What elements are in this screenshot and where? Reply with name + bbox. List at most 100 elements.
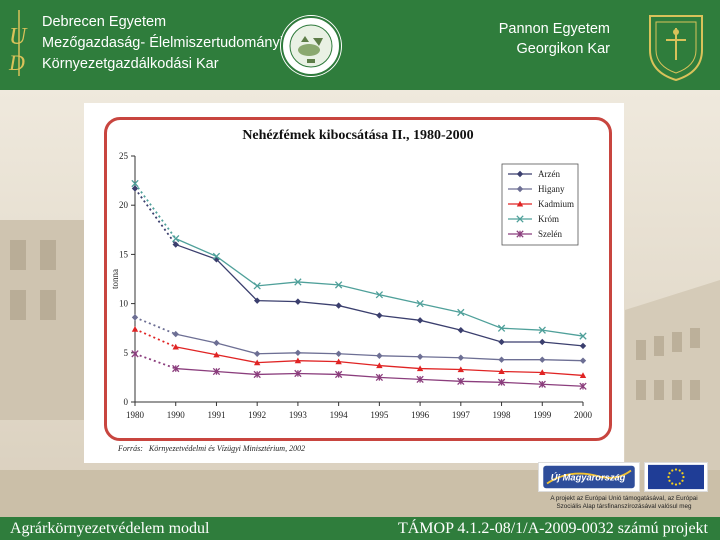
header-right-line-1: Pannon Egyetem xyxy=(498,21,610,37)
data-point xyxy=(131,185,139,192)
chart-panel: Nehézfémek kibocsátása II., 1980-2000 0 5… xyxy=(84,103,624,463)
x-tick-label: 1991 xyxy=(207,410,225,420)
data-point xyxy=(131,179,139,188)
data-point xyxy=(416,365,424,372)
x-tick-label: 1995 xyxy=(370,410,389,420)
series-line-dotted xyxy=(134,316,177,335)
data-point xyxy=(516,215,524,223)
eu-star xyxy=(681,472,684,475)
y-tick-label: 20 xyxy=(119,200,129,210)
data-point xyxy=(457,366,465,373)
legend-label: Szelén xyxy=(538,229,562,239)
source-text: Környezetvédelmi és Vízügyi Minisztérium… xyxy=(148,444,306,453)
data-point xyxy=(539,369,546,376)
data-point xyxy=(457,354,465,361)
series-line xyxy=(175,238,584,337)
footer-bar: Agrárkörnyezetvédelem modul TÁMOP 4.1.2-… xyxy=(0,517,720,540)
series-line-dotted xyxy=(134,328,177,348)
x-tick-label: 1993 xyxy=(289,410,308,420)
eu-star xyxy=(667,475,670,479)
data-point xyxy=(253,282,261,290)
data-point xyxy=(213,339,220,347)
x-tick-label: 2000 xyxy=(574,410,593,420)
y-tick-label: 5 xyxy=(124,348,129,358)
chart-title: Nehézfémek kibocsátása II., 1980-2000 xyxy=(242,128,474,143)
data-point xyxy=(294,298,302,305)
data-point xyxy=(516,200,524,207)
data-point xyxy=(497,378,506,386)
data-point xyxy=(294,369,302,378)
data-point xyxy=(516,230,524,238)
data-point xyxy=(538,326,546,334)
eu-note-line-2: Szociális Alap társfinanszírozásával val… xyxy=(556,503,692,510)
data-point xyxy=(579,372,587,378)
line-chart: 0 5 10 15 20 25 1980 1990 1991 1992 1993 1994 1995 19… xyxy=(110,151,593,420)
data-point xyxy=(335,350,342,357)
eu-star xyxy=(671,482,674,485)
x-tick-label: 1992 xyxy=(248,410,266,420)
x-tick-label: 1990 xyxy=(167,410,186,420)
data-point xyxy=(579,382,587,390)
university-name-right: Pannon Egyetem Georgikon Kar xyxy=(499,19,610,59)
data-point xyxy=(498,338,505,346)
data-point xyxy=(498,356,505,363)
data-point xyxy=(294,278,302,286)
data-point xyxy=(497,324,506,332)
university-name-left: Debrecen Egyetem Mezőgazdaság- Élelmisze… xyxy=(42,12,302,75)
legend-label: Kadmium xyxy=(538,199,574,209)
data-point xyxy=(516,170,524,178)
data-point xyxy=(539,356,546,363)
data-point xyxy=(539,338,546,346)
eu-star xyxy=(668,472,671,475)
header-left-line-1: Debrecen Egyetem xyxy=(42,14,167,30)
header-left-line-2: Mezőgazdaság- Élelmiszertudományi és xyxy=(42,35,303,51)
y-tick-label: 25 xyxy=(119,151,129,161)
data-point xyxy=(416,299,424,308)
eu-star xyxy=(674,483,678,486)
x-tick-label: 1980 xyxy=(126,410,145,420)
data-point xyxy=(213,351,220,358)
x-tick-label: 1994 xyxy=(330,410,349,420)
header-bar: U D Debrecen Egyetem Mezőgazdaság- Élelm… xyxy=(0,0,720,90)
x-tick-label: 1998 xyxy=(493,410,512,420)
legend-label: Higany xyxy=(538,184,565,194)
header-right-line-2: Georgikon Kar xyxy=(516,41,611,57)
y-axis-label: tonna xyxy=(110,269,120,289)
data-point xyxy=(253,370,261,379)
data-point xyxy=(172,343,179,350)
data-point xyxy=(579,342,587,350)
uj-magyarorszag-logo: Új Magyarország xyxy=(538,462,640,492)
module-name: Agrárkörnyezetvédelem modul xyxy=(10,520,210,537)
x-tick-label: 1999 xyxy=(533,410,552,420)
data-point xyxy=(457,326,465,334)
eu-funding-note: A projekt az Európai Unió támogatásával,… xyxy=(528,495,720,511)
series-line-dotted xyxy=(134,352,177,370)
eu-star xyxy=(678,469,681,472)
y-tick-label: 15 xyxy=(119,249,129,259)
data-point xyxy=(172,330,179,338)
eu-star xyxy=(682,475,685,479)
x-tick-label: 1997 xyxy=(452,410,471,420)
data-point xyxy=(416,375,424,384)
eu-star xyxy=(681,479,684,482)
chart-frame: Nehézfémek kibocsátása II., 1980-2000 0 5… xyxy=(104,117,612,441)
data-point xyxy=(294,357,302,364)
series-line-dotted xyxy=(134,187,177,246)
data-point xyxy=(131,314,139,321)
data-point xyxy=(416,317,424,324)
x-tick-label: 1996 xyxy=(411,410,430,420)
eu-star xyxy=(671,469,674,472)
data-point xyxy=(212,367,221,376)
data-point xyxy=(376,312,383,319)
data-point xyxy=(253,297,261,304)
svg-text:U: U xyxy=(9,24,28,50)
svg-text:D: D xyxy=(8,50,25,75)
data-point xyxy=(376,352,383,359)
series-line-dotted xyxy=(134,183,177,240)
umft-logo-text: Új Magyarország xyxy=(551,472,626,483)
source-note: Forrás: Környezetvédelmi és Vízügyi Minis… xyxy=(118,444,305,453)
eu-flag-icon xyxy=(644,462,708,492)
data-point xyxy=(375,291,384,299)
data-point xyxy=(172,234,180,243)
project-id: TÁMOP 4.1.2-08/1/A-2009-0032 számú proje… xyxy=(397,520,708,537)
